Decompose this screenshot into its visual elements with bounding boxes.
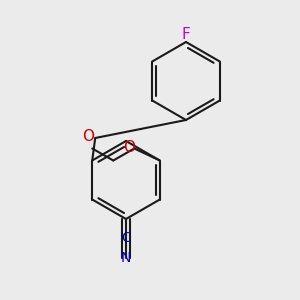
Text: C: C xyxy=(121,232,131,245)
Text: O: O xyxy=(123,140,135,154)
Text: O: O xyxy=(82,129,94,144)
Text: F: F xyxy=(182,27,190,42)
Text: N: N xyxy=(121,251,131,265)
